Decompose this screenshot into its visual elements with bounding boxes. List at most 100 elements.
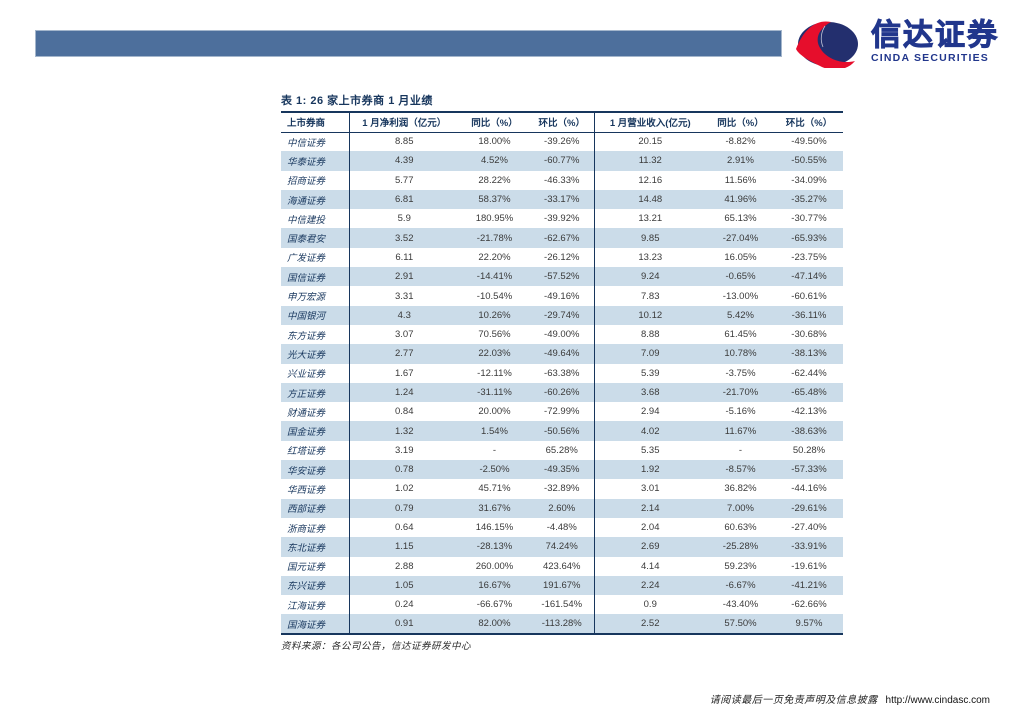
value-cell: -49.00% xyxy=(530,324,595,345)
value-cell: 5.42% xyxy=(727,309,754,321)
value-cell: -5.16% xyxy=(725,406,756,418)
value-cell: -6.67% xyxy=(725,579,756,591)
table-row: 申万宏源 3.31 -10.54% -49.16% 7.83 -13.00% -60.61% xyxy=(281,286,843,306)
value-cell: 5.9 xyxy=(397,213,411,225)
value-cell: -13.00% xyxy=(722,290,759,302)
value-cell: 16.05% xyxy=(724,251,757,263)
value-cell: 10.12 xyxy=(638,309,663,321)
table-row: 华泰证券 4.39 4.52% -60.77% 11.32 2.91% -50.55% xyxy=(281,151,843,171)
value-cell: -30.77% xyxy=(791,213,827,225)
footer-url[interactable]: http://www.cindasc.com xyxy=(885,695,990,706)
value-cell: 2.60% xyxy=(530,498,595,518)
table-row: 兴业证券 1.67 -12.11% -63.38% 5.39 -3.75% -62.44% xyxy=(281,363,843,383)
value-cell: 65.28% xyxy=(530,440,595,461)
value-cell: 10.78% xyxy=(724,348,757,360)
table-row: 财通证券 0.84 20.00% -72.99% 2.94 -5.16% -42.13% xyxy=(281,402,843,422)
logo-en-text: CINDA SECURITIES xyxy=(871,51,989,64)
value-cell: -21.70% xyxy=(722,387,759,398)
table-row: 广发证券 6.11 22.20% -26.12% 13.23 16.05% -23.75% xyxy=(281,247,843,268)
value-cell: -62.44% xyxy=(791,367,827,379)
col-header-yoy-2: 同比（%） xyxy=(706,112,775,133)
table-row: 光大证券 2.77 22.03% -49.64% 7.09 10.78% -38.13% xyxy=(281,344,843,364)
value-cell: 0.24 xyxy=(395,599,414,611)
value-cell: 180.95% xyxy=(475,213,514,225)
table-row: 江海证券 0.24 -66.67% -161.54% 0.9 -43.40% -62.66% xyxy=(281,595,843,615)
broker-name-cell: 东方证券 xyxy=(281,324,350,345)
value-cell: 4.3 xyxy=(397,309,411,321)
table-row: 东兴证券 1.05 16.67% 191.67% 2.24 -6.67% -41.21% xyxy=(281,575,843,596)
value-cell: 2.94 xyxy=(641,406,660,418)
broker-name-cell: 华西证券 xyxy=(281,479,350,499)
value-cell: 12.16 xyxy=(638,174,663,186)
value-cell: -36.11% xyxy=(791,309,827,321)
value-cell: -10.54% xyxy=(476,290,513,302)
value-cell: 1.15 xyxy=(395,541,414,553)
broker-name-cell: 国金证券 xyxy=(281,421,350,441)
value-cell: -50.55% xyxy=(791,155,827,167)
value-cell: 45.71% xyxy=(478,483,511,495)
cinda-logo: 信达证券 CINDA SECURITIES xyxy=(795,16,999,68)
value-cell: -65.93% xyxy=(791,232,827,244)
value-cell: 5.77 xyxy=(395,174,414,186)
table-row: 浙商证券 0.64 146.15% -4.48% 2.04 60.63% -27.40% xyxy=(281,517,843,538)
value-cell: 1.24 xyxy=(395,387,414,398)
broker-name-cell: 华泰证券 xyxy=(281,151,350,171)
col-header-revenue: 1 月营业收入(亿元) xyxy=(594,112,706,133)
value-cell: -33.17% xyxy=(530,189,595,210)
value-cell: 2.91 xyxy=(395,271,414,283)
value-cell: -34.09% xyxy=(791,174,827,186)
table-row: 中国银河 4.3 10.26% -29.74% 10.12 5.42% -36.11% xyxy=(281,305,843,325)
value-cell: 0.84 xyxy=(395,406,414,418)
table-row: 中信建投 5.9 180.95% -39.92% 13.21 65.13% -30.77% xyxy=(281,209,843,229)
value-cell: 5.39 xyxy=(641,367,660,379)
table-row: 国元证券 2.88 260.00% 423.64% 4.14 59.23% -19.61% xyxy=(281,556,843,576)
value-cell: 0.9 xyxy=(643,599,657,611)
source-note: 资料来源：各公司公告，信达证券研发中心 xyxy=(281,641,472,652)
value-cell: -47.14% xyxy=(791,271,827,283)
value-cell: 13.23 xyxy=(638,251,663,263)
broker-name-cell: 招商证券 xyxy=(281,170,350,190)
value-cell: 31.67% xyxy=(478,502,511,514)
col-header-mom-1: 环比（%） xyxy=(530,112,595,133)
value-cell: 1.92 xyxy=(641,464,660,476)
value-cell: -14.41% xyxy=(476,271,513,283)
col-header-broker: 上市券商 xyxy=(281,112,350,133)
value-cell: -46.33% xyxy=(530,170,595,190)
value-cell: 3.31 xyxy=(395,290,414,302)
broker-name-cell: 华安证券 xyxy=(281,460,350,480)
value-cell: -28.13% xyxy=(476,541,513,553)
value-cell: 4.14 xyxy=(641,560,660,572)
table-row: 国海证券 0.91 82.00% -113.28% 2.52 57.50% 9.57% xyxy=(281,614,843,634)
value-cell: 60.63% xyxy=(724,522,757,534)
value-cell: 16.67% xyxy=(478,579,511,591)
table-row: 华西证券 1.02 45.71% -32.89% 3.01 36.82% -44.16% xyxy=(281,479,843,499)
value-cell: 50.28% xyxy=(792,444,826,456)
value-cell: 1.67 xyxy=(395,367,414,379)
logo-text: 信达证券 CINDA SECURITIES xyxy=(871,20,999,64)
value-cell: -19.61% xyxy=(791,560,827,572)
value-cell: 4.02 xyxy=(641,425,660,437)
header-bar xyxy=(35,30,782,57)
value-cell: 65.13% xyxy=(724,213,757,225)
value-cell: -30.68% xyxy=(791,329,827,341)
value-cell: -60.77% xyxy=(530,151,595,171)
value-cell: 2.88 xyxy=(395,560,414,572)
value-cell: -41.21% xyxy=(791,579,827,591)
value-cell: -60.26% xyxy=(530,382,595,403)
value-cell: 70.56% xyxy=(478,329,511,341)
table-row: 东北证券 1.15 -28.13% 74.24% 2.69 -25.28% -33.91% xyxy=(281,537,843,557)
value-cell: 2.04 xyxy=(641,522,660,534)
value-cell: 11.56% xyxy=(724,174,757,186)
value-cell: -49.50% xyxy=(791,136,827,148)
value-cell: 74.24% xyxy=(530,537,595,557)
broker-name-cell: 江海证券 xyxy=(281,595,350,615)
value-cell: 10.26% xyxy=(478,309,511,321)
value-cell: -3.75% xyxy=(725,367,756,379)
value-cell: 2.52 xyxy=(641,618,660,630)
value-cell: -38.13% xyxy=(791,348,827,360)
value-cell: -26.12% xyxy=(530,247,595,268)
value-cell: 36.82% xyxy=(724,483,757,495)
value-cell: 18.00% xyxy=(478,136,511,148)
value-cell: -49.16% xyxy=(530,286,595,306)
value-cell: 3.68 xyxy=(641,387,660,398)
